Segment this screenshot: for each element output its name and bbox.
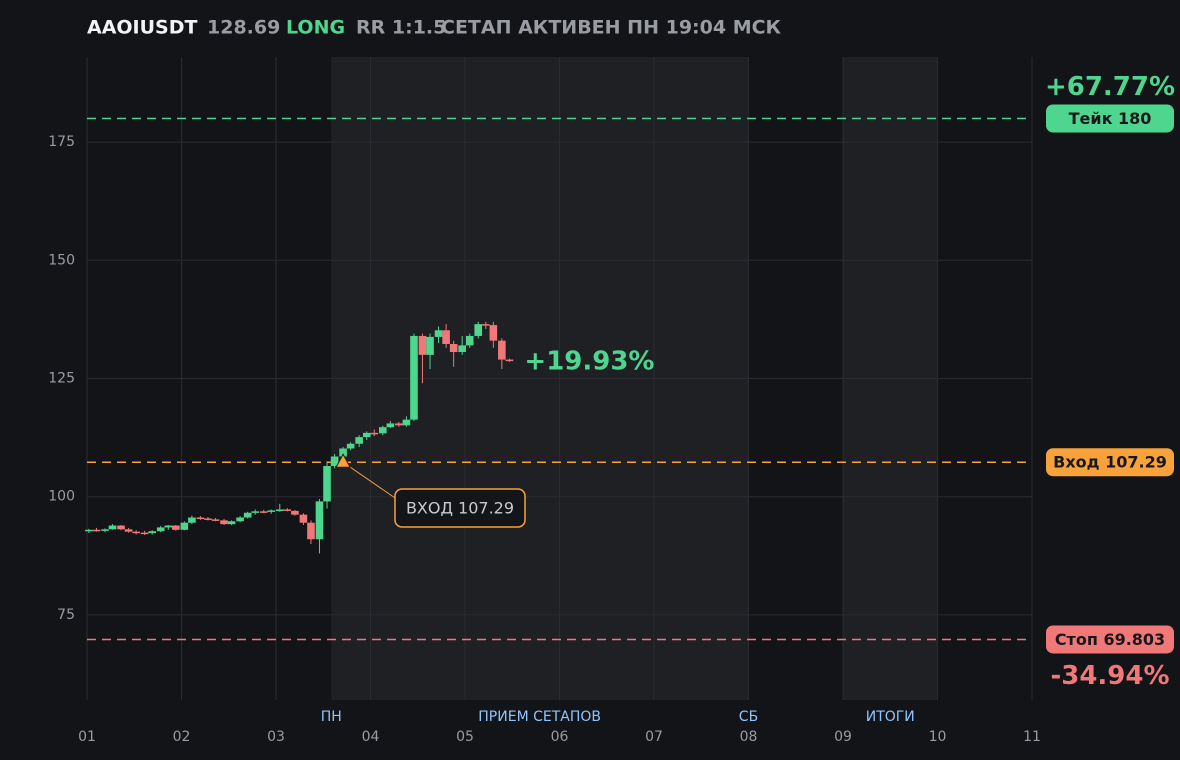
level-tag [1046,104,1174,133]
x-tick-label: 01 [78,729,96,745]
x-tick-label: 10 [929,729,947,745]
candle-body [498,340,506,360]
candle-body [259,511,268,513]
candle-body [267,510,276,512]
candle-body [132,531,140,534]
candle-body [355,437,363,444]
x-tick-label: 06 [551,729,569,745]
level-tag [1046,625,1174,654]
level-label: Вход 107.29 [1053,453,1167,472]
symbol: AAOIUSDT [87,17,198,39]
candle-body [251,511,260,513]
candle-body [124,529,133,532]
session-label: ПРИЕМ СЕТАПОВ [478,709,601,725]
x-tick-label: 11 [1023,729,1041,745]
y-tick-label: 150 [48,252,75,268]
candle-body [275,509,284,511]
candle-body [307,522,315,540]
level-label: Стоп 69.803 [1055,630,1165,649]
level-tag [1046,448,1174,477]
candle-body [101,529,109,531]
candle-body [339,448,347,457]
candle-body [410,335,418,420]
candle-body [236,517,244,522]
entry-connector [342,461,399,501]
candle-body [204,518,212,520]
level-label: Тейк 180 [1069,109,1152,128]
x-tick-label: 09 [834,729,852,745]
candle-body [299,514,308,523]
candle-body [283,509,292,511]
candle-body [449,343,458,353]
candle-body [243,512,252,518]
session-label: ПН [321,709,342,725]
candle-body [474,324,483,336]
x-tick-label: 03 [267,729,285,745]
candle-body [85,529,93,532]
entry-box [394,488,526,528]
candle-body [156,527,165,532]
status: СЕТАП АКТИВЕН ПН 19:04 МСК [441,17,782,39]
current-change: +19.93% [524,347,654,377]
x-tick-label: 04 [362,729,380,745]
candle-body [172,525,180,530]
candle-body [418,335,427,355]
candle-body [117,525,125,530]
candle-body [108,525,117,530]
candle-body [315,501,324,540]
candle-body [378,427,387,434]
candle-body [505,359,514,362]
candle-body [330,456,339,466]
candle-body [92,529,101,532]
candle-body [180,522,189,530]
candle-body [370,432,379,435]
candle-body [211,519,220,521]
level-percent: -34.94% [1050,661,1169,691]
candle-body [481,324,490,326]
candle-body [346,443,355,449]
candle-body [148,531,157,534]
y-tick-label: 75 [57,607,75,623]
candle-body [362,432,371,438]
candle-body [196,517,205,520]
side: LONG [286,17,345,39]
risk-reward: RR 1:1.5 [356,17,446,39]
x-tick-label: 05 [456,729,474,745]
candle-body [434,330,443,337]
candle-body [402,419,411,426]
candle-body [386,423,395,428]
y-tick-label: 100 [48,489,75,505]
candle-body [465,335,474,346]
y-tick-label: 125 [48,371,75,387]
candle-body [220,520,228,525]
candle-body [458,345,466,353]
candle-body [442,330,450,344]
x-tick-label: 02 [173,729,191,745]
candle-body [489,325,498,341]
candle-body [164,525,173,528]
x-tick-label: 08 [740,729,758,745]
candle-body [140,532,149,535]
candle-body [291,510,299,515]
entry-marker [335,453,351,468]
price: 128.69 [207,17,280,39]
candle-body [323,465,331,502]
candle-body [188,517,196,523]
x-tick-label: 07 [645,729,663,745]
candle-body [227,521,236,525]
y-tick-label: 175 [48,134,75,150]
candle-body [395,423,403,426]
session-label: ИТОГИ [866,709,915,725]
entry-label: ВХОД 107.29 [406,499,514,518]
candle-body [426,336,434,355]
level-percent: +67.77% [1045,72,1175,102]
session-label: СБ [739,709,758,725]
